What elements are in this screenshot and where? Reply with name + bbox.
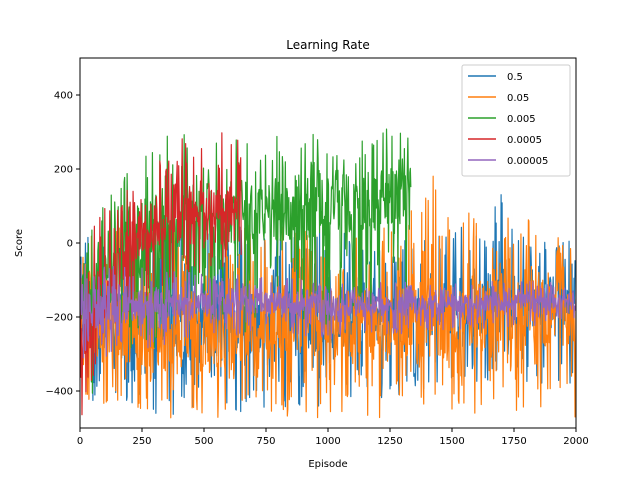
x-tick-label: 1750 <box>501 436 526 447</box>
x-tick-label: 1250 <box>377 436 402 447</box>
y-tick-label: −400 <box>46 387 73 398</box>
series-layer <box>80 128 576 419</box>
x-tick-label: 500 <box>194 436 213 447</box>
chart-title: Learning Rate <box>286 38 369 52</box>
x-tick-label: 250 <box>132 436 151 447</box>
legend-label: 0.00005 <box>507 156 548 167</box>
y-tick-label: 0 <box>67 239 73 250</box>
x-tick-label: 2000 <box>563 436 588 447</box>
legend-label: 0.05 <box>507 93 529 104</box>
x-axis-label: Episode <box>308 459 347 470</box>
y-tick-label: −200 <box>46 313 73 324</box>
y-tick-label: 400 <box>54 91 73 102</box>
legend-label: 0.005 <box>507 114 536 125</box>
series-line-0-00005 <box>80 264 576 359</box>
y-tick-label: 200 <box>54 165 73 176</box>
legend-label: 0.5 <box>507 72 523 83</box>
x-tick-label: 1500 <box>439 436 464 447</box>
legend-box <box>461 64 571 177</box>
x-tick-label: 1000 <box>315 436 340 447</box>
x-tick-label: 0 <box>77 436 83 447</box>
x-tick-label: 750 <box>256 436 275 447</box>
legend: 0.5 0.05 0.005 0.0005 0.00005 <box>461 64 571 177</box>
legend-label: 0.0005 <box>507 135 542 146</box>
y-axis: −400 −200 0 200 400 <box>46 91 80 398</box>
x-axis: 0 250 500 750 1000 1250 1500 1750 2000 <box>77 428 589 447</box>
y-axis-label: Score <box>14 229 25 257</box>
